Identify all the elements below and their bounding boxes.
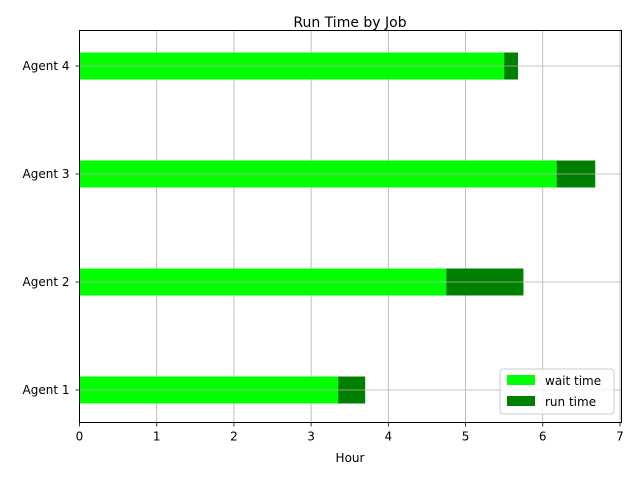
x-tick-label-2: 2 (230, 430, 238, 444)
x-tick-label-1: 1 (153, 430, 161, 444)
y-tick-label-1: Agent 2 (23, 275, 70, 289)
plot-frame (79, 30, 622, 423)
x-tick-label-4: 4 (385, 430, 393, 444)
x-tick-label-6: 6 (539, 430, 547, 444)
chart-title: Run Time by Job (293, 15, 406, 31)
y-tick-label-2: Agent 3 (23, 167, 70, 181)
y-tick-layer: Agent 1 Agent 2 Agent 3 Agent 4 (23, 59, 80, 397)
legend-swatch-run-time (507, 396, 535, 406)
y-tick-label-0: Agent 1 (23, 383, 70, 397)
x-tick-label-7: 7 (616, 430, 624, 444)
legend-swatch-wait-time (507, 375, 535, 385)
horizontal-grid-layer (79, 65, 622, 391)
x-tick-label-3: 3 (307, 430, 315, 444)
legend-label-wait-time: wait time (545, 374, 601, 388)
grid-layer (79, 30, 621, 423)
x-axis-label: Hour (336, 451, 365, 465)
y-tick-label-3: Agent 4 (23, 59, 70, 73)
x-tick-label-5: 5 (462, 430, 470, 444)
legend-label-run-time: run time (545, 395, 596, 409)
legend: wait time run time (499, 368, 615, 415)
x-tick-layer: 0 1 2 3 4 5 6 7 (76, 422, 624, 444)
x-tick-label-0: 0 (76, 430, 84, 444)
